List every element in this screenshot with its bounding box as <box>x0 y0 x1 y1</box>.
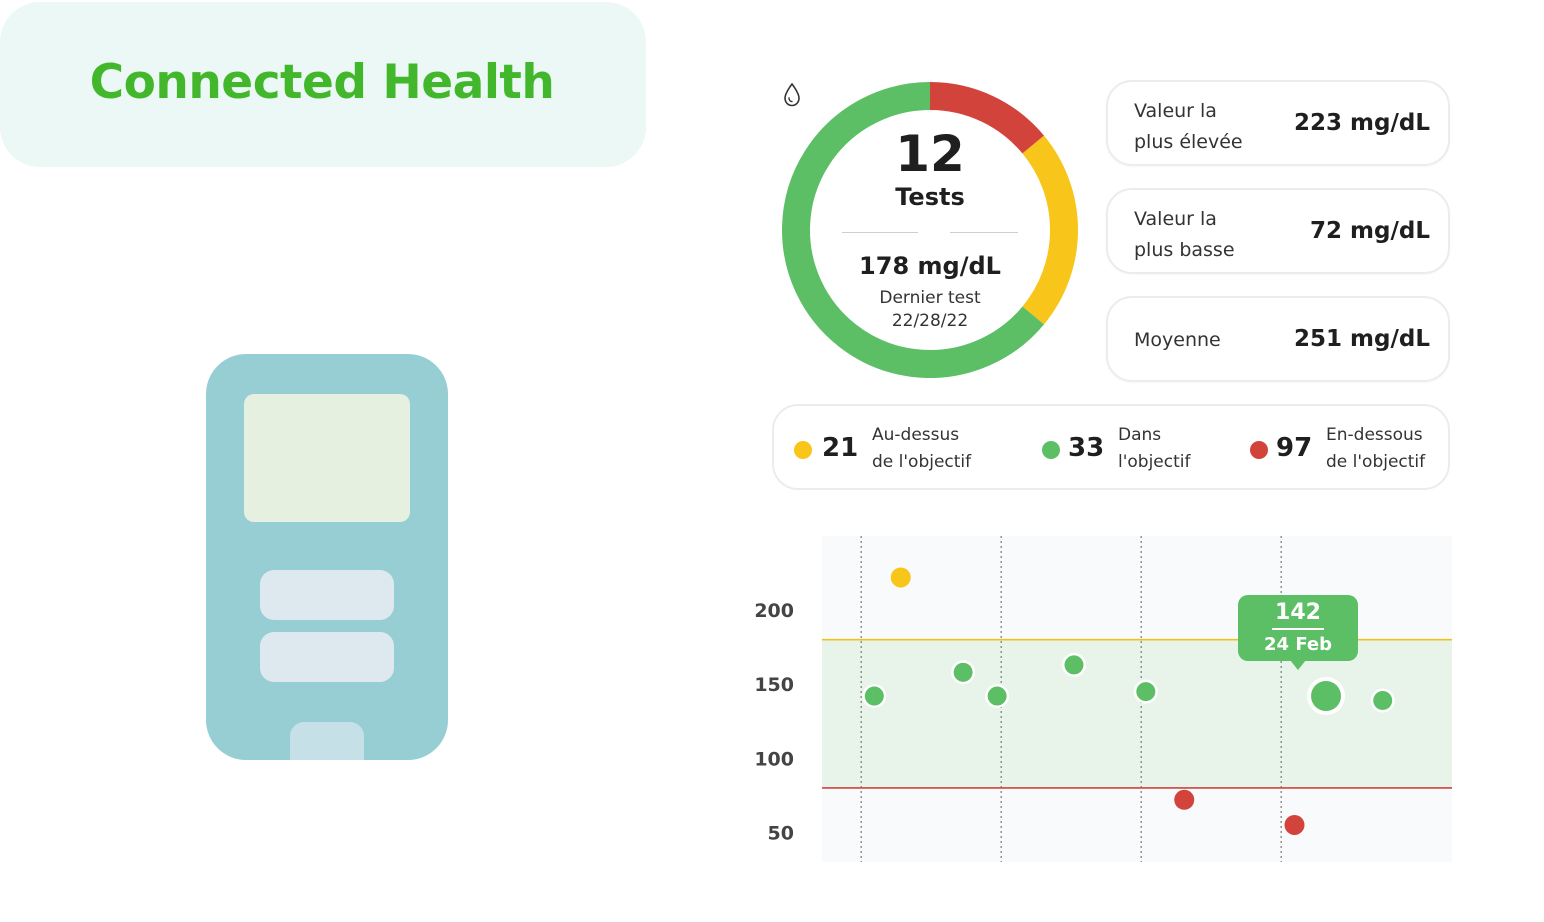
meter-screen <box>244 394 410 522</box>
summary-in-target: 33 Dans l'objectif <box>1042 406 1222 492</box>
stat-label-line2: plus basse <box>1134 239 1235 261</box>
below-target-line1: En-dessous <box>1326 425 1423 445</box>
scatter-plot: 200 150 100 50 <box>754 536 1452 862</box>
stat-card-highest: Valeur la plus élevée 223 mg/dL <box>1106 80 1450 166</box>
below-target-dot <box>1250 441 1268 459</box>
data-point[interactable] <box>1284 814 1305 835</box>
above-target-label: Au-dessus de l'objectif <box>872 422 971 476</box>
tooltip-value: 142 <box>1275 600 1321 625</box>
meter-button-top <box>260 570 394 620</box>
ring-segment-above <box>1022 135 1078 325</box>
stat-label: Valeur la plus élevée <box>1134 96 1284 158</box>
y-tick-label: 100 <box>754 748 794 770</box>
above-target-dot <box>794 441 812 459</box>
above-target-count: 21 <box>822 433 859 463</box>
tooltip-date: 24 Feb <box>1264 634 1332 655</box>
data-point[interactable] <box>1136 682 1156 702</box>
data-point[interactable] <box>1373 690 1393 710</box>
ring-divider-right <box>950 232 1018 233</box>
data-point-highlighted[interactable] <box>1311 681 1341 712</box>
tests-ring-chart <box>782 82 1078 378</box>
stat-value: 223 mg/dL <box>1294 110 1430 136</box>
summary-above-target: 21 Au-dessus de l'objectif <box>794 406 994 492</box>
in-target-line2: l'objectif <box>1118 452 1191 472</box>
data-point[interactable] <box>864 686 884 706</box>
stat-value: 72 mg/dL <box>1310 218 1430 244</box>
below-target-count: 97 <box>1276 433 1313 463</box>
ring-segment-in <box>782 82 1045 378</box>
stat-label: Moyenne <box>1134 325 1284 356</box>
tests-ring: 12 Tests 178 mg/dL Dernier test 22/28/22 <box>782 82 1078 378</box>
brand-title: Connected Health <box>89 55 555 110</box>
meter-button-bottom <box>260 632 394 682</box>
target-summary: 21 Au-dessus de l'objectif 33 Dans l'obj… <box>772 404 1450 490</box>
stat-label: Valeur la plus basse <box>1134 204 1284 266</box>
drop-icon <box>784 82 800 107</box>
glucose-meter-illustration <box>206 354 448 760</box>
data-point[interactable] <box>1064 655 1084 675</box>
below-target-line2: de l'objectif <box>1326 452 1426 472</box>
tooltip-divider <box>1272 628 1324 630</box>
data-point[interactable] <box>1174 789 1195 810</box>
in-target-dot <box>1042 441 1060 459</box>
ring-center: 12 Tests 178 mg/dL Dernier test 22/28/22 <box>782 82 1078 378</box>
stat-label-line1: Valeur la <box>1134 208 1217 230</box>
target-range-band <box>822 639 1452 788</box>
data-point[interactable] <box>890 567 911 588</box>
stat-label-line1: Moyenne <box>1134 329 1221 351</box>
below-target-label: En-dessous de l'objectif <box>1326 422 1425 476</box>
point-tooltip: 142 24 Feb <box>1238 595 1358 670</box>
last-test-label: Dernier test <box>879 288 981 308</box>
stat-label-line2: plus élevée <box>1134 131 1243 153</box>
last-test-value: 178 mg/dL <box>859 252 1001 280</box>
ring-divider-left <box>842 232 918 233</box>
tests-count: 12 <box>895 125 965 183</box>
stat-card-average: Moyenne 251 mg/dL <box>1106 296 1450 382</box>
y-tick-label: 200 <box>754 600 794 622</box>
data-point[interactable] <box>987 686 1007 706</box>
tests-label: Tests <box>895 183 965 211</box>
in-target-count: 33 <box>1068 433 1105 463</box>
above-target-line2: de l'objectif <box>872 452 972 472</box>
in-target-line1: Dans <box>1118 425 1162 445</box>
brand-header: Connected Health <box>0 2 646 167</box>
stat-value: 251 mg/dL <box>1294 326 1430 352</box>
last-test-date: 22/28/22 <box>891 311 969 331</box>
stat-label-line1: Valeur la <box>1134 100 1217 122</box>
in-target-label: Dans l'objectif <box>1118 422 1191 476</box>
glucose-scatter-chart: 200 150 100 50 142 24 Feb <box>740 530 1460 870</box>
ring-segment-below <box>929 82 1045 154</box>
y-tick-label: 50 <box>768 822 794 844</box>
summary-below-target: 97 En-dessous de l'objectif <box>1250 406 1450 492</box>
stat-card-lowest: Valeur la plus basse 72 mg/dL <box>1106 188 1450 274</box>
y-tick-label: 150 <box>754 674 794 696</box>
data-point[interactable] <box>953 662 973 682</box>
meter-strip-port <box>290 722 364 760</box>
above-target-line1: Au-dessus <box>872 425 960 445</box>
